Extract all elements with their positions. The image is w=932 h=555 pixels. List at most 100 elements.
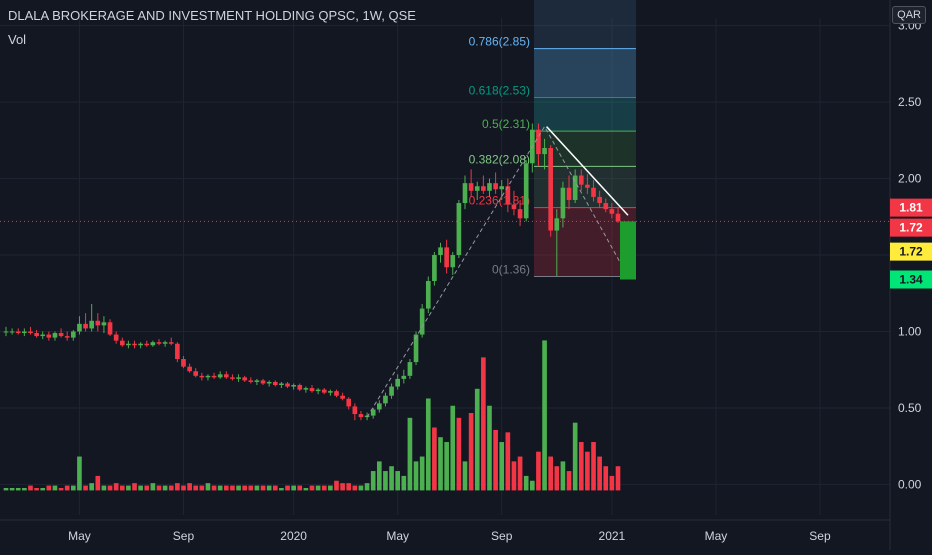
price-badge bbox=[890, 218, 932, 237]
candle-body bbox=[407, 362, 413, 376]
y-tick-label: 2.00 bbox=[898, 172, 922, 186]
candle-body bbox=[70, 331, 76, 338]
volume-bar bbox=[578, 442, 584, 491]
candle-body bbox=[285, 383, 290, 387]
volume-bar bbox=[493, 429, 498, 491]
candle-body bbox=[395, 378, 401, 387]
fib-top-zone bbox=[534, 0, 636, 132]
candle-body bbox=[138, 343, 143, 346]
volume-bar bbox=[107, 485, 113, 491]
candle-body bbox=[511, 204, 517, 210]
candle-body bbox=[591, 187, 596, 197]
candle-body bbox=[315, 389, 321, 392]
volume-bars bbox=[3, 340, 621, 491]
volume-bar bbox=[52, 485, 58, 491]
candle-body bbox=[266, 381, 272, 384]
volume-bar bbox=[352, 485, 358, 491]
candle-body bbox=[425, 281, 431, 309]
volume-bar bbox=[89, 483, 95, 491]
candle-body bbox=[150, 342, 156, 346]
volume-bar bbox=[346, 483, 352, 491]
x-tick-label: 2020 bbox=[280, 529, 307, 543]
candle-body bbox=[499, 186, 505, 190]
volume-bar bbox=[70, 485, 76, 491]
candle-body bbox=[389, 386, 394, 396]
volume-bar bbox=[223, 485, 229, 491]
volume-bar bbox=[138, 485, 143, 491]
y-tick-label: 0.50 bbox=[898, 401, 922, 415]
candle-body bbox=[64, 336, 70, 338]
candle-body bbox=[187, 366, 192, 372]
fib-zone bbox=[534, 48, 636, 98]
volume-bar bbox=[383, 471, 388, 491]
volume-bar bbox=[591, 442, 596, 491]
x-tick-label: Sep bbox=[809, 529, 831, 543]
candle-body bbox=[517, 209, 523, 219]
y-tick-label: 0.00 bbox=[898, 477, 922, 491]
candle-body bbox=[401, 375, 407, 379]
volume-bar bbox=[511, 461, 517, 491]
candle-body bbox=[597, 196, 602, 204]
candle-body bbox=[211, 375, 217, 378]
candle-body bbox=[585, 184, 590, 188]
candle-body bbox=[548, 147, 554, 231]
projection-box bbox=[620, 221, 636, 280]
volume-bar bbox=[205, 483, 211, 491]
volume-bar bbox=[566, 471, 572, 491]
candle-body bbox=[205, 375, 211, 378]
candle-body bbox=[126, 343, 131, 346]
candle-body bbox=[236, 377, 241, 379]
volume-bar bbox=[9, 487, 15, 491]
volume-bar bbox=[376, 461, 382, 491]
candle-body bbox=[9, 331, 15, 333]
candle-body bbox=[413, 334, 419, 363]
volume-bar bbox=[291, 485, 296, 491]
candle-body bbox=[603, 203, 609, 210]
candle-body bbox=[474, 186, 480, 191]
candle-body bbox=[609, 209, 615, 214]
x-tick-label: May bbox=[386, 529, 409, 543]
candle-body bbox=[248, 380, 254, 382]
fib-level-label: 0.382(2.08) bbox=[469, 152, 530, 166]
candle-body bbox=[3, 331, 9, 333]
volume-bar bbox=[456, 417, 462, 491]
candle-body bbox=[328, 391, 333, 393]
volume-bar bbox=[425, 398, 431, 491]
volume-bar bbox=[432, 427, 437, 491]
volume-bar bbox=[395, 471, 401, 491]
x-tick-label: Sep bbox=[173, 529, 195, 543]
candle-body bbox=[230, 377, 235, 379]
candle-body bbox=[321, 389, 327, 393]
volume-bar bbox=[364, 483, 370, 491]
volume-bar bbox=[450, 405, 456, 491]
candle-body bbox=[83, 323, 88, 329]
candle-body bbox=[144, 343, 150, 346]
volume-bar bbox=[585, 451, 590, 491]
candle-body bbox=[554, 218, 560, 231]
volume-bar bbox=[474, 388, 480, 491]
candle-body bbox=[217, 374, 223, 378]
candle-body bbox=[181, 359, 186, 367]
y-tick-label: 1.00 bbox=[898, 324, 922, 338]
candle-body bbox=[22, 331, 27, 334]
volume-bar bbox=[260, 485, 266, 491]
candle-body bbox=[168, 342, 174, 344]
candle-body bbox=[438, 247, 443, 256]
candle-body bbox=[481, 186, 486, 191]
volume-bar bbox=[150, 483, 156, 491]
currency-button[interactable]: QAR bbox=[892, 6, 926, 24]
fib-level-label: 0.618(2.53) bbox=[469, 84, 530, 98]
volume-bar bbox=[609, 475, 615, 491]
volume-bar bbox=[517, 456, 523, 491]
candle-body bbox=[199, 375, 205, 378]
volume-label: Vol bbox=[8, 32, 27, 47]
volume-bar bbox=[358, 485, 364, 491]
volume-bar bbox=[248, 485, 254, 491]
volume-bar bbox=[444, 442, 449, 491]
volume-bar bbox=[438, 437, 443, 491]
x-tick-label: May bbox=[705, 529, 728, 543]
candle-body bbox=[297, 385, 303, 390]
